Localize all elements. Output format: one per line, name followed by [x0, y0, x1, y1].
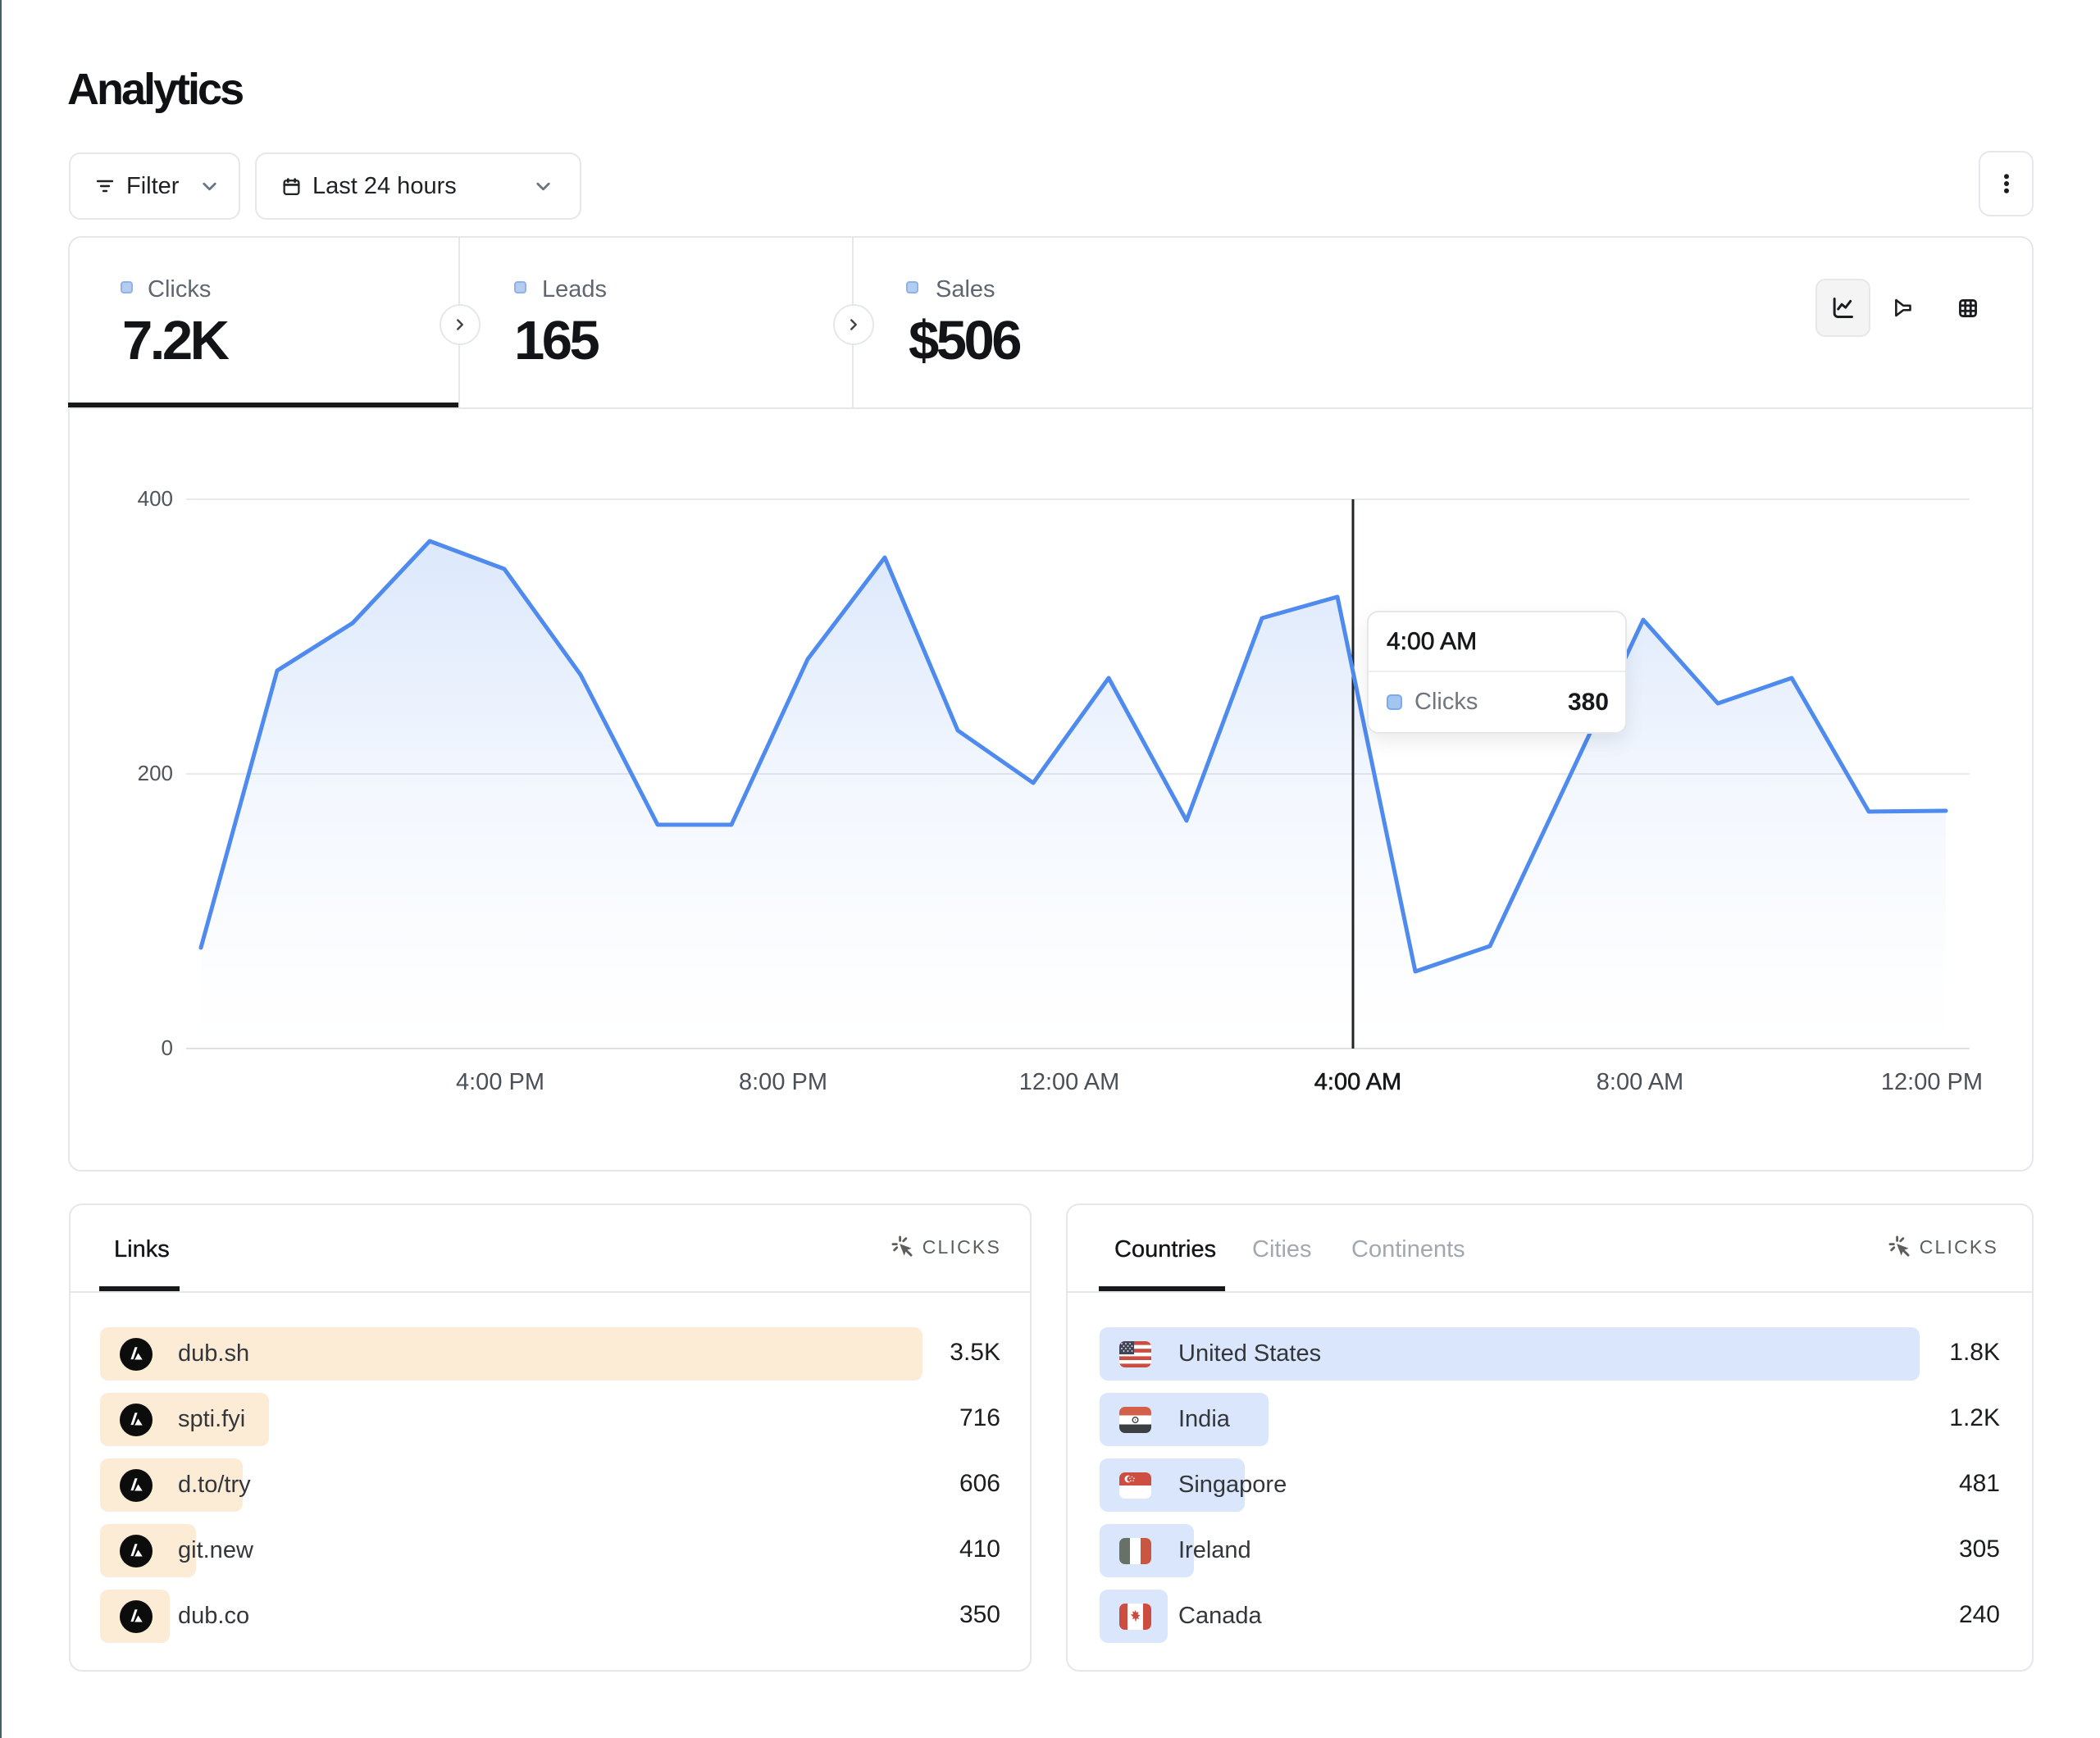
- svg-text:4:00 PM: 4:00 PM: [456, 1069, 544, 1095]
- svg-text:8:00 AM: 8:00 AM: [1597, 1069, 1683, 1095]
- svg-text:400: 400: [138, 486, 173, 511]
- svg-text:12:00 PM: 12:00 PM: [1881, 1069, 1983, 1095]
- svg-text:0: 0: [162, 1035, 173, 1060]
- svg-text:12:00 AM: 12:00 AM: [1019, 1069, 1120, 1095]
- svg-text:8:00 PM: 8:00 PM: [739, 1069, 827, 1095]
- svg-text:4:00 AM: 4:00 AM: [1314, 1069, 1401, 1095]
- svg-text:200: 200: [138, 761, 173, 785]
